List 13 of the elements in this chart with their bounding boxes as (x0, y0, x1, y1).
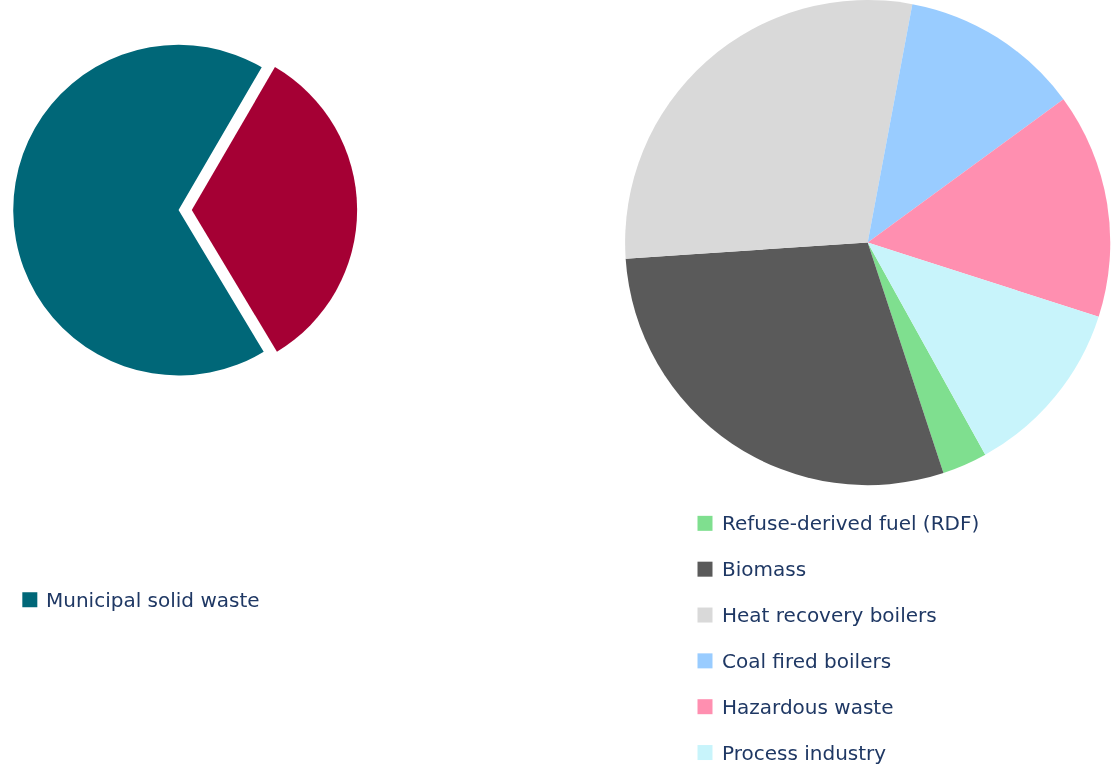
pie-slice (867, 242, 986, 473)
pie-slice (867, 242, 1099, 455)
legend-label: Hazardous waste (722, 695, 894, 719)
legend-label: Biomass (722, 557, 807, 581)
legend-label: Coal fired boilers (722, 649, 892, 673)
pie-slice (625, 0, 913, 259)
legend-label: Municipal solid waste (46, 588, 260, 612)
pie-slice (625, 242, 944, 485)
legend-label: Refuse-derived fuel (RDF) (722, 511, 980, 535)
pie-slice (867, 99, 1111, 317)
legend-label: Heat recovery boilers (722, 603, 937, 627)
legend-label: Process industry (722, 741, 887, 764)
pie-slice (867, 4, 1064, 243)
